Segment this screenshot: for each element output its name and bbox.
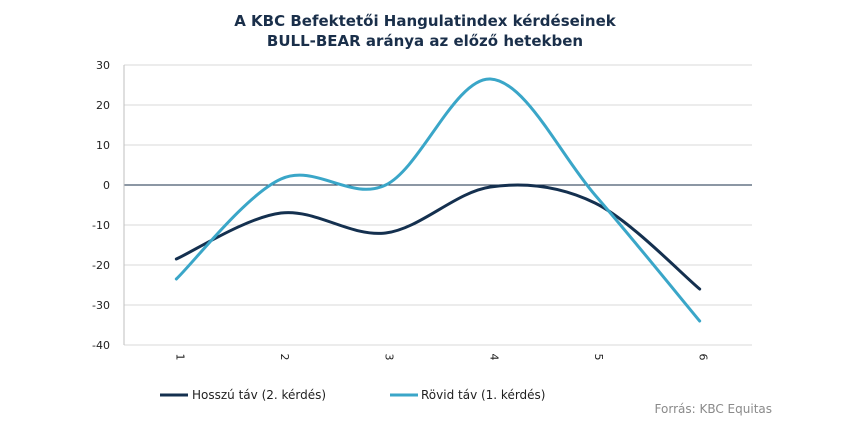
- x-tick-label: 4: [487, 354, 500, 361]
- legend-label-short-term: Rövid táv (1. kérdés): [421, 388, 546, 402]
- x-tick-label: 1: [173, 354, 186, 361]
- x-tick-label: 5: [592, 354, 605, 361]
- y-tick-label: 10: [96, 139, 110, 152]
- y-tick-label: -40: [92, 339, 110, 352]
- y-tick-label: -10: [92, 219, 110, 232]
- y-tick-label: -20: [92, 259, 110, 272]
- y-tick-label: 30: [96, 59, 110, 72]
- x-tick-label: 6: [697, 354, 710, 361]
- y-tick-label: 20: [96, 99, 110, 112]
- chart-title-line1: A KBC Befektetői Hangulatindex kérdésein…: [234, 12, 616, 30]
- y-tick-label: -30: [92, 299, 110, 312]
- x-tick-label: 3: [383, 354, 396, 361]
- y-tick-label: 0: [103, 179, 110, 192]
- series-line-long-term: [174, 183, 702, 291]
- source-note: Forrás: KBC Equitas: [655, 402, 772, 416]
- x-tick-label: 2: [278, 354, 291, 361]
- chart-title-line2: BULL-BEAR aránya az előző hetekben: [266, 32, 584, 50]
- series-line-short-term: [174, 77, 702, 323]
- legend-label-long-term: Hosszú táv (2. kérdés): [192, 388, 326, 402]
